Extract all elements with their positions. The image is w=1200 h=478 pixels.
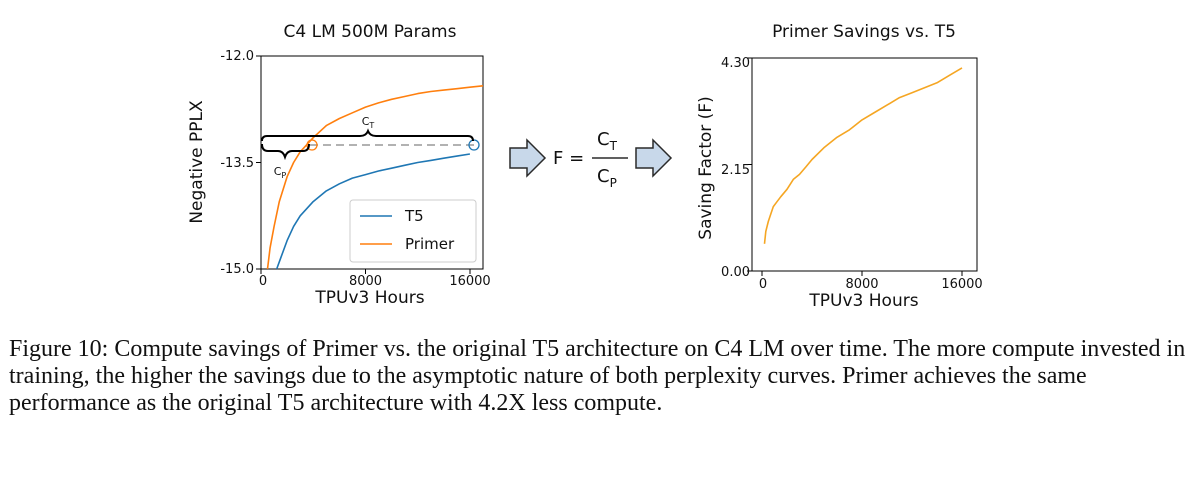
ppl-chart-title: C4 LM 500M Params xyxy=(284,22,457,42)
savings-ytick-label: 2.15 xyxy=(721,163,750,178)
t5-crossing-marker xyxy=(468,139,480,151)
savings-equation: F = CT CP xyxy=(509,129,673,190)
equation-numerator: CT xyxy=(597,129,618,153)
savings-plot-frame xyxy=(751,57,978,272)
cp-label: CP xyxy=(274,165,287,180)
savings-chart-title: Primer Savings vs. T5 xyxy=(772,22,956,42)
ppl-xtick-label: 16000 xyxy=(449,274,490,289)
savings-ytick-label: 4.30 xyxy=(721,56,750,71)
savings-xtick-label: 0 xyxy=(759,277,767,292)
primer-series-line xyxy=(266,85,484,270)
ct-label: CT xyxy=(362,115,375,130)
ppl-xtick-label: 0 xyxy=(259,274,267,289)
savings-xtick-label: 16000 xyxy=(941,277,982,292)
savings-x-axis-label: TPUv3 Hours xyxy=(808,291,918,311)
savings-ytick-label: 0.00 xyxy=(721,265,750,280)
savings-y-axis-label: Saving Factor (F) xyxy=(696,96,716,239)
equation-lhs: F = xyxy=(553,148,584,169)
figure-canvas: C4 LM 500M Params Negative PPLX TPUv3 Ho… xyxy=(187,22,983,311)
savings-xtick-label: 8000 xyxy=(845,277,878,292)
equation-denominator: CP xyxy=(597,166,617,190)
ppl-chart: C4 LM 500M Params Negative PPLX TPUv3 Ho… xyxy=(187,22,491,308)
figure-caption: Figure 10: Compute savings of Primer vs.… xyxy=(9,336,1186,416)
primer-crossing-marker xyxy=(306,139,318,151)
right-arrow-icon xyxy=(635,138,673,178)
ppl-legend: T5 Primer xyxy=(349,199,477,263)
ppl-ytick-label: -13.5 xyxy=(220,156,254,171)
saving-factor-series-line xyxy=(763,67,963,244)
savings-series-layer xyxy=(763,67,963,244)
ppl-x-axis-label: TPUv3 Hours xyxy=(314,288,424,308)
savings-chart: Primer Savings vs. T5 Saving Factor (F) … xyxy=(696,22,983,311)
legend-primer-label: Primer xyxy=(405,235,455,253)
cp-brace xyxy=(261,143,310,161)
ppl-xtick-label: 8000 xyxy=(349,274,382,289)
ppl-ytick-label: -15.0 xyxy=(220,262,254,277)
legend-t5-label: T5 xyxy=(404,207,424,225)
t5-series-line xyxy=(275,153,471,270)
ppl-ytick-label: -12.0 xyxy=(220,49,254,64)
ppl-y-axis-label: Negative PPLX xyxy=(187,100,207,224)
ct-brace xyxy=(261,128,474,142)
right-arrow-icon xyxy=(509,138,547,178)
ppl-series-layer xyxy=(266,85,484,270)
